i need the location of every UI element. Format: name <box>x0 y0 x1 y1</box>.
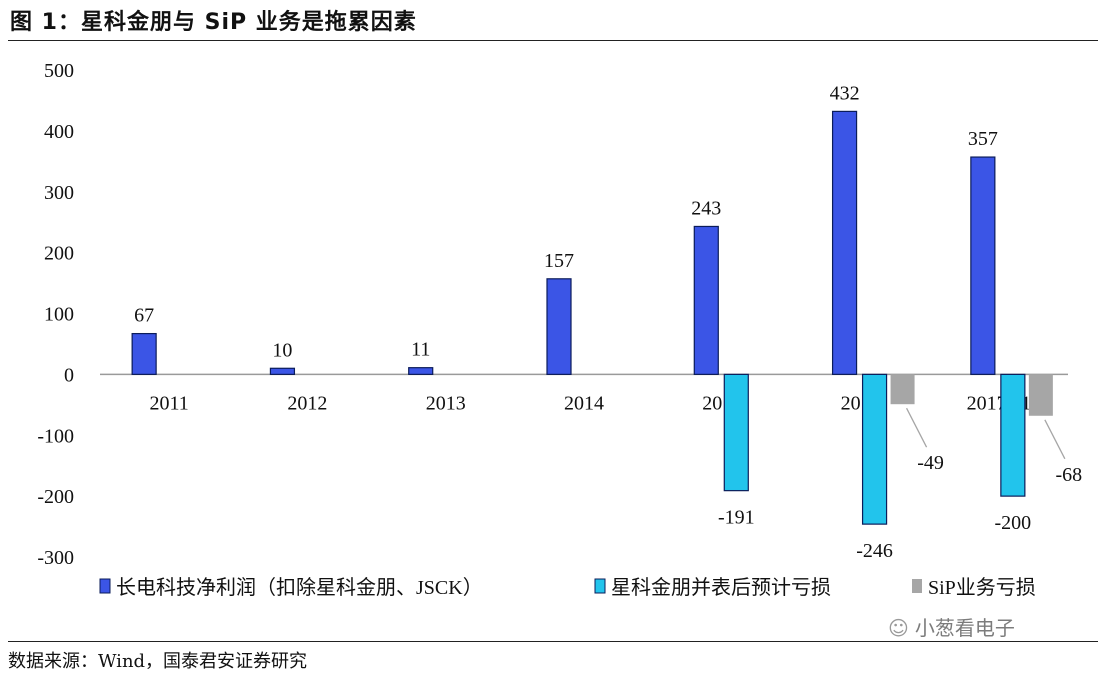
y-tick-label: 200 <box>44 243 74 265</box>
legend: 长电科技净利润（扣除星科金朋、JSCK） 星科金朋并表后预计亏损 SiP业务亏损 <box>99 576 1036 599</box>
y-tick-label: -100 <box>37 425 74 447</box>
y-tick-label: 300 <box>44 182 74 204</box>
wechat-icon: ☺ <box>888 616 909 640</box>
y-tick-label: 400 <box>44 121 74 143</box>
labels-layer: 67 10 11 157 243 432 357 -191 -246 -200 -49 -68 <box>134 82 1082 562</box>
y-tick-label: -200 <box>37 486 74 508</box>
data-label: 157 <box>544 250 574 272</box>
bar-net-profit <box>131 332 157 375</box>
x-tick-label: 2012 <box>287 392 327 414</box>
bar-sip-loss <box>890 374 915 405</box>
bar-stats-loss <box>723 373 749 492</box>
data-label: -191 <box>718 507 755 529</box>
data-label: 11 <box>411 339 430 361</box>
legend-swatch <box>99 578 111 594</box>
source-note: 数据来源：Wind，国泰君安证券研究 <box>8 651 308 672</box>
data-label: -49 <box>917 452 944 474</box>
y-tick-label: 100 <box>44 304 74 326</box>
data-label: -68 <box>1056 464 1083 486</box>
watermark-text: 小葱看电子 <box>914 616 1015 640</box>
leader-line <box>905 407 928 448</box>
bar-sip-loss <box>1028 374 1053 416</box>
x-tick-label: 2011 <box>150 392 189 414</box>
bar-net-profit <box>408 367 434 375</box>
legend-label: 长电科技净利润（扣除星科金朋、JSCK） <box>116 576 483 599</box>
data-label: 243 <box>691 197 721 219</box>
figure-title: 图 1：星科金朋与 SiP 业务是拖累因素 <box>10 10 417 35</box>
bar-stats-loss <box>1000 373 1026 497</box>
data-label: -246 <box>856 540 893 562</box>
bar-net-profit <box>831 110 858 375</box>
data-label: 357 <box>968 128 998 150</box>
y-tick-label: 0 <box>64 364 74 386</box>
x-tick-label: 2014 <box>564 392 604 414</box>
y-tick-label: -300 <box>37 547 74 569</box>
bar-stats-loss <box>861 373 888 525</box>
bar-chart: -300 -200 -100 0 100 200 300 400 500 2011 2012 2013… <box>37 60 1082 599</box>
data-label: 432 <box>830 82 860 104</box>
bar-net-profit <box>546 278 572 375</box>
data-label: -200 <box>995 512 1032 534</box>
legend-swatch <box>912 579 922 593</box>
y-tick-label: 500 <box>44 60 74 82</box>
bar-net-profit <box>970 156 996 375</box>
bars-layer <box>131 110 1053 525</box>
watermark: ☺ 小葱看电子 <box>888 612 1015 641</box>
x-tick-label: 2013 <box>426 392 466 414</box>
legend-swatch <box>594 578 606 594</box>
legend-label: 星科金朋并表后预计亏损 <box>611 576 831 599</box>
data-label: 10 <box>272 339 292 361</box>
leader-line <box>1044 419 1066 460</box>
bar-net-profit <box>693 225 719 375</box>
legend-label: SiP业务亏损 <box>928 576 1036 599</box>
data-label: 67 <box>134 305 154 327</box>
title-rule <box>8 40 1098 41</box>
bar-net-profit <box>269 367 296 375</box>
footer-rule <box>8 641 1098 642</box>
